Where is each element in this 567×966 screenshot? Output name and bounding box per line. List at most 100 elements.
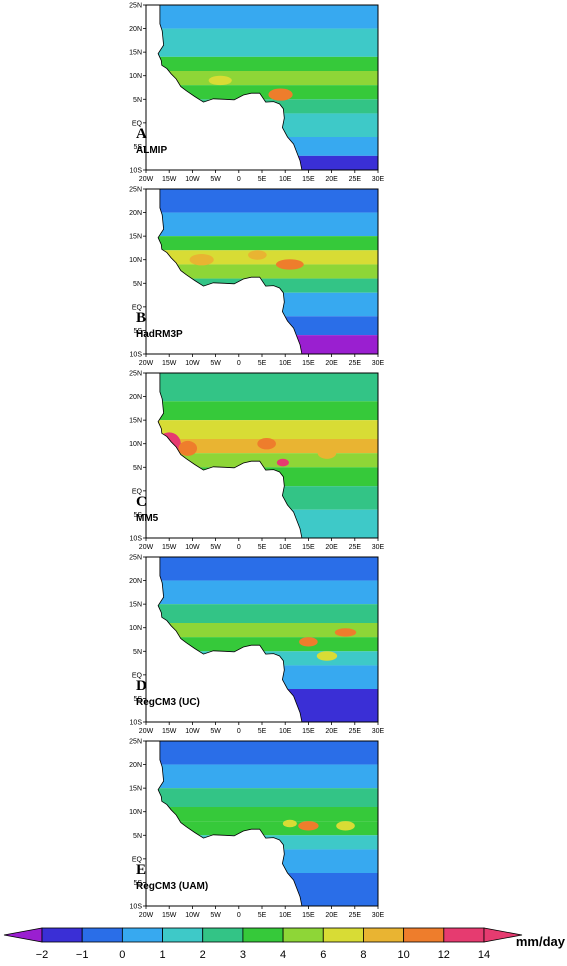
lon-tick-label: 5W	[210, 728, 221, 735]
rainfall-band	[158, 807, 378, 822]
lat-tick-label: 20N	[129, 26, 142, 33]
lat-tick-label: 10S	[130, 536, 143, 543]
rainfall-band	[158, 764, 378, 789]
lon-tick-label: 20E	[325, 360, 338, 367]
panel-letter: B	[136, 310, 146, 326]
lat-tick-label: 5N	[133, 281, 142, 288]
lon-tick-label: 25E	[349, 912, 362, 919]
coastline	[157, 556, 379, 723]
lat-tick-label: 5S	[133, 328, 142, 335]
rainfall-band	[158, 212, 378, 237]
panel-letter: A	[136, 126, 147, 142]
lat-tick-label: 10N	[129, 73, 142, 80]
map-panel-c: 25N 20N 15N 10N 5N EQ 5S 10S 20W 15W 10W 5W 0 5E 10E 15…	[0, 368, 567, 552]
colorbar-unit: mm/day	[516, 934, 566, 949]
coastline	[157, 4, 379, 171]
lat-tick-label: 25N	[129, 555, 142, 562]
map-panel-e: 25N 20N 15N 10N 5N EQ 5S 10S 20W 15W 10W 5W 0 5E 10E 15…	[0, 736, 567, 920]
colorbar-label: 3	[240, 949, 246, 961]
colorbar-label: 12	[438, 949, 450, 961]
lat-tick-label: 20N	[129, 210, 142, 217]
colorbar: −2 −1 0 1 2 3 4 6 8 10 12 14 mm/day	[0, 924, 567, 966]
lon-tick-label: 0	[237, 544, 241, 551]
rainfall-hotspot	[316, 651, 338, 661]
lon-tick-label: 15W	[162, 728, 177, 735]
lon-tick-label: 0	[237, 728, 241, 735]
lon-tick-label: 20W	[139, 176, 154, 183]
lon-tick-label: 10W	[185, 544, 200, 551]
lon-tick-label: 30E	[372, 176, 385, 183]
colorbar-segment	[202, 927, 244, 943]
lon-tick-label: 20W	[139, 912, 154, 919]
map-panel-d: 25N 20N 15N 10N 5N EQ 5S 10S 20W 15W 10W 5W 0 5E 10E 15…	[0, 552, 567, 736]
colorbar-segment	[3, 927, 43, 943]
lon-tick-label: 10W	[185, 728, 200, 735]
lon-tick-label: 20E	[325, 728, 338, 735]
lon-tick-label: 10E	[279, 544, 292, 551]
lon-tick-label: 10E	[279, 912, 292, 919]
lon-tick-label: 10W	[185, 912, 200, 919]
lon-tick-label: 20W	[139, 360, 154, 367]
lon-tick-label: 0	[237, 912, 241, 919]
lat-tick-label: 15N	[129, 234, 142, 241]
lon-tick-label: 15W	[162, 544, 177, 551]
lat-tick-label: 10N	[129, 257, 142, 264]
rainfall-hotspot	[299, 637, 318, 647]
lat-tick-label: 10N	[129, 441, 142, 448]
colorbar-segment	[81, 927, 123, 943]
lat-tick-label: EQ	[132, 672, 143, 679]
lon-tick-label: 15E	[302, 912, 315, 919]
lon-tick-label: 30E	[372, 728, 385, 735]
rainfall-hotspot	[275, 259, 304, 270]
rainfall-hotspot	[298, 821, 319, 831]
colorbar-segment	[322, 927, 364, 943]
lon-tick-label: 20E	[325, 544, 338, 551]
colorbar-label: 10	[398, 949, 410, 961]
lon-tick-label: 25E	[349, 360, 362, 367]
rainfall-hotspot	[208, 75, 232, 86]
colorbar-label: 2	[200, 949, 206, 961]
rainfall-band	[158, 741, 378, 765]
lat-tick-label: 5N	[133, 465, 142, 472]
map-panel-b: 25N 20N 15N 10N 5N EQ 5S 10S 20W 15W 10W 5W 0 5E 10E 15…	[0, 184, 567, 368]
colorbar-label: −1	[76, 949, 89, 961]
lat-tick-label: 25N	[129, 739, 142, 746]
lon-tick-label: 5W	[210, 360, 221, 367]
lon-tick-label: 0	[237, 176, 241, 183]
panel-letter: E	[136, 862, 146, 878]
colorbar-segment	[121, 927, 163, 943]
colorbar-label: 1	[159, 949, 165, 961]
lon-tick-label: 20E	[325, 176, 338, 183]
lat-tick-label: 5N	[133, 97, 142, 104]
lon-tick-label: 5E	[258, 728, 267, 735]
lat-tick-label: 5N	[133, 833, 142, 840]
lon-tick-label: 20W	[139, 728, 154, 735]
lat-tick-label: EQ	[132, 304, 143, 311]
colorbar-segment	[242, 927, 284, 943]
lon-tick-label: 15W	[162, 360, 177, 367]
rainfall-band	[158, 788, 378, 807]
rainfall-hotspot	[248, 250, 267, 260]
rainfall-band	[158, 264, 378, 279]
lon-tick-label: 15W	[162, 912, 177, 919]
colorbar-segment	[162, 927, 204, 943]
lon-tick-label: 20E	[325, 912, 338, 919]
rainfall-band	[158, 420, 378, 439]
rainfall-band	[158, 557, 378, 581]
lat-tick-label: 15N	[129, 50, 142, 57]
lat-tick-label: 10S	[130, 352, 143, 359]
lat-tick-label: 25N	[129, 187, 142, 194]
lat-tick-label: 15N	[129, 786, 142, 793]
colorbar-segment	[443, 927, 485, 943]
lat-tick-label: 5S	[133, 512, 142, 519]
rainfall-hotspot	[317, 447, 337, 459]
lon-tick-label: 10W	[185, 176, 200, 183]
rainfall-hotspot	[268, 88, 293, 101]
lat-tick-label: 20N	[129, 578, 142, 585]
lon-tick-label: 25E	[349, 728, 362, 735]
lon-tick-label: 10W	[185, 360, 200, 367]
lon-tick-label: 5E	[258, 544, 267, 551]
lon-tick-label: 10E	[279, 176, 292, 183]
rainfall-hotspot	[189, 254, 214, 266]
lon-tick-label: 30E	[372, 544, 385, 551]
